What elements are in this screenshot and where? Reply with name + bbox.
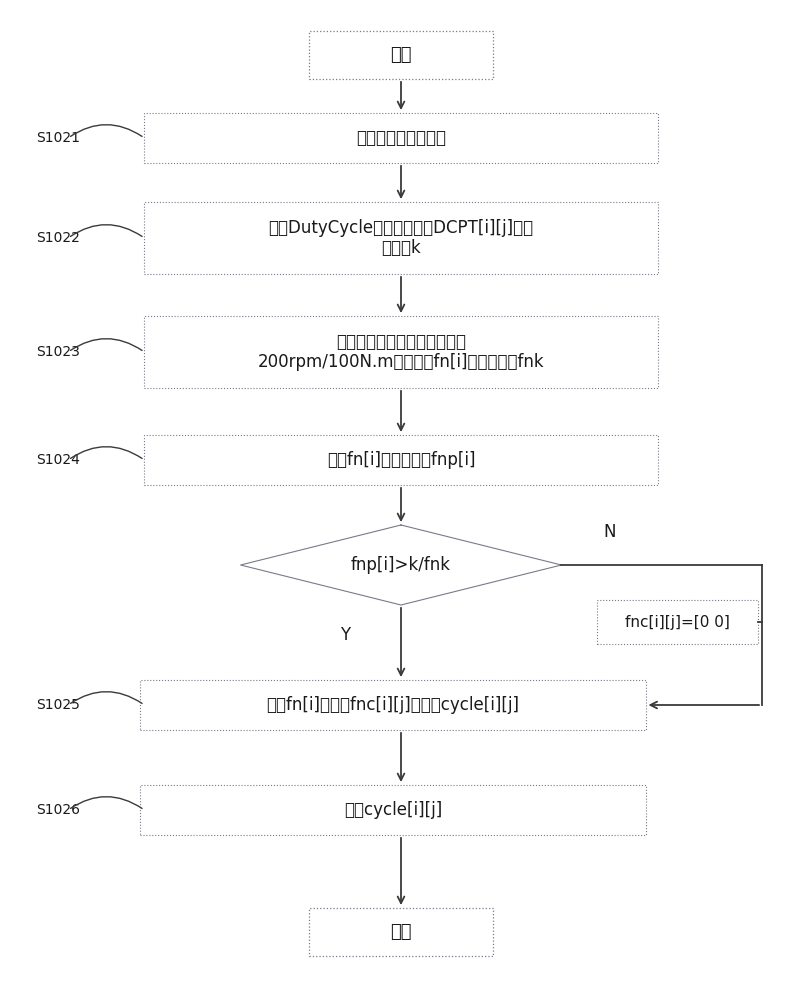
- Text: S1025: S1025: [36, 698, 80, 712]
- Text: 外特性扩展区单区划分单区为
200rpm/100N.m单区编号fn[i]，单区总数fnk: 外特性扩展区单区划分单区为 200rpm/100N.m单区编号fn[i]，单区总…: [257, 333, 545, 371]
- Text: 开始: 开始: [391, 46, 411, 64]
- FancyBboxPatch shape: [144, 202, 658, 274]
- Text: 单区fn[i]数据点统计fnp[i]: 单区fn[i]数据点统计fnp[i]: [326, 451, 476, 469]
- Text: S1024: S1024: [36, 453, 80, 467]
- Text: S1022: S1022: [36, 231, 80, 245]
- FancyBboxPatch shape: [597, 600, 758, 644]
- Text: S1023: S1023: [36, 345, 80, 359]
- Text: S1026: S1026: [36, 803, 80, 817]
- FancyBboxPatch shape: [140, 680, 646, 730]
- FancyBboxPatch shape: [144, 316, 658, 388]
- Text: fnp[i]>k/fnk: fnp[i]>k/fnk: [351, 556, 451, 574]
- Text: 输出cycle[i][j]: 输出cycle[i][j]: [344, 801, 442, 819]
- FancyBboxPatch shape: [309, 908, 493, 956]
- Text: Y: Y: [340, 626, 350, 644]
- Text: 读入DutyCycle转速扭矩存入DCPT[i][j]数据
总组数k: 读入DutyCycle转速扭矩存入DCPT[i][j]数据 总组数k: [269, 219, 533, 257]
- Text: 结束: 结束: [391, 923, 411, 941]
- FancyBboxPatch shape: [144, 113, 658, 163]
- Polygon shape: [241, 525, 561, 605]
- Text: 外特性计算数据传递: 外特性计算数据传递: [356, 129, 446, 147]
- Text: S1021: S1021: [36, 131, 80, 145]
- Text: 单区fn[i]中心点fnc[i][j]，存入cycle[i][j]: 单区fn[i]中心点fnc[i][j]，存入cycle[i][j]: [266, 696, 520, 714]
- FancyBboxPatch shape: [140, 785, 646, 835]
- FancyBboxPatch shape: [309, 31, 493, 79]
- Text: fnc[i][j]=[0 0]: fnc[i][j]=[0 0]: [626, 614, 730, 630]
- FancyBboxPatch shape: [144, 435, 658, 485]
- Text: N: N: [603, 523, 616, 541]
